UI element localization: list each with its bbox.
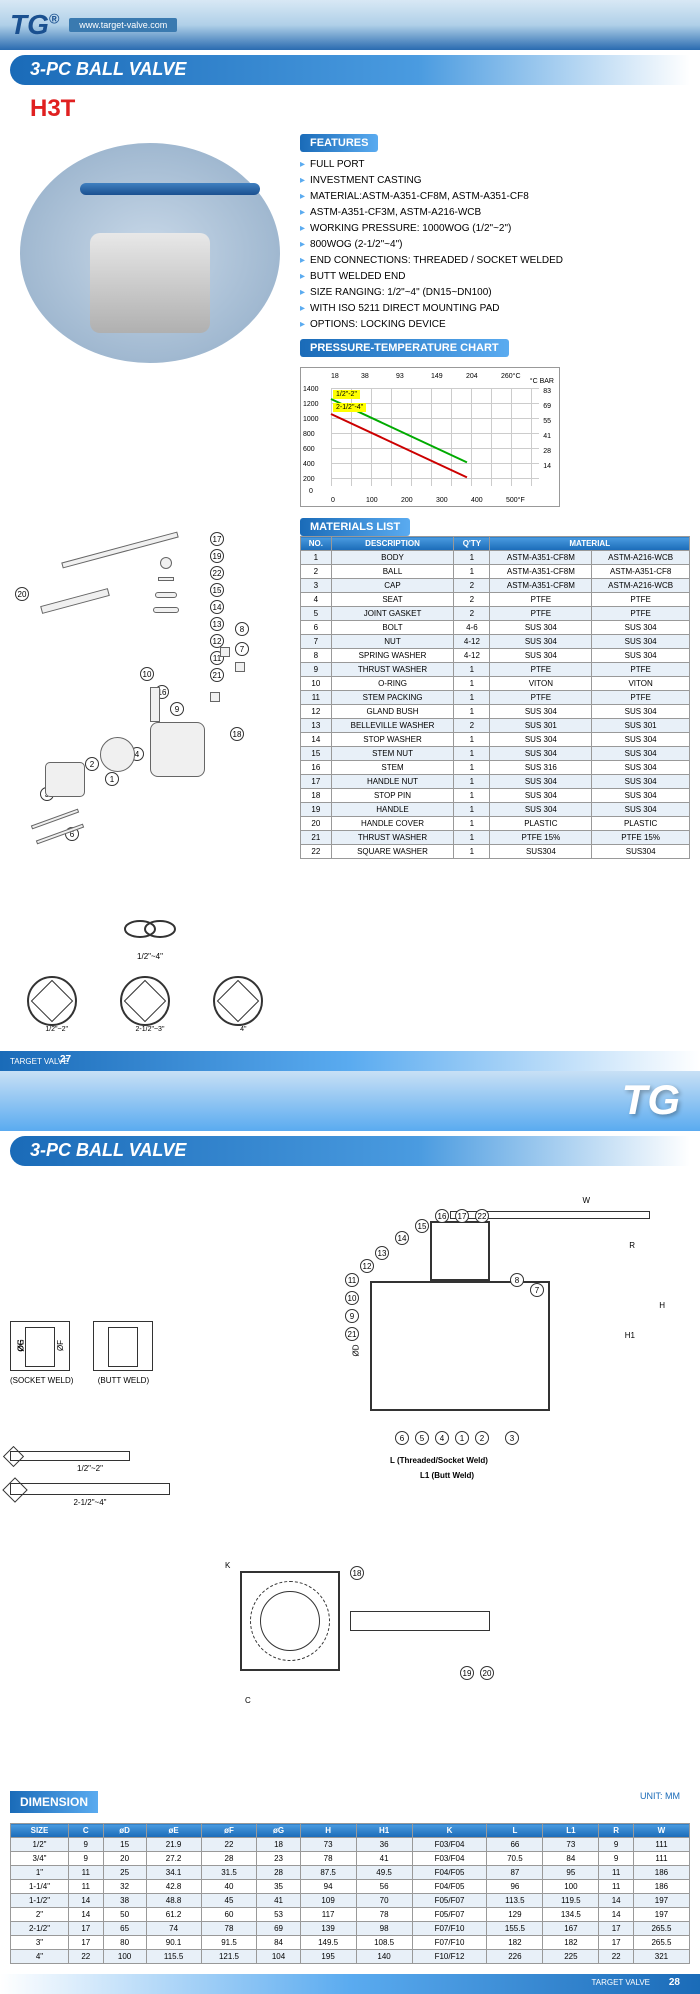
technical-drawings: 14 15 16 17 22 13 12 11 10 9 21 8 7 6 5 … <box>0 1171 700 1791</box>
product-image <box>20 143 280 363</box>
feature-item: SIZE RANGING: 1/2"~4" (DN15~DN100) <box>300 285 690 301</box>
dimension-table: SIZECøDøEøFøGHH1KLL1RW1/2"91521.92218733… <box>10 1823 690 1964</box>
table-row: 12GLAND BUSH1SUS 304SUS 304 <box>301 705 690 719</box>
table-row: 15STEM NUT1SUS 304SUS 304 <box>301 747 690 761</box>
feature-item: ASTM-A351-CF3M, ASTM-A216-WCB <box>300 205 690 221</box>
table-row: 5JOINT GASKET2PTFEPTFE <box>301 607 690 621</box>
feature-item: WORKING PRESSURE: 1000WOG (1/2"~2") <box>300 221 690 237</box>
feature-item: MATERIAL:ASTM-A351-CF8M, ASTM-A351-CF8 <box>300 189 690 205</box>
bottom-view: 18 19 20 K C <box>220 1551 500 1731</box>
socket-weld: (SOCKET WELD) ØE <box>10 1321 73 1385</box>
table-row: 2-1/2"176574786913998F07/F10155.51671726… <box>11 1922 690 1936</box>
feature-item: 800WOG (2-1/2"~4") <box>300 237 690 253</box>
dimension-header: DIMENSION <box>10 1791 98 1813</box>
unit-label: UNIT: MM <box>640 1791 680 1801</box>
table-row: 2BALL1ASTM-A351-CF8MASTM-A351-CF8 <box>301 565 690 579</box>
page-footer-2: TARGET VALVE 28 <box>0 1974 700 1994</box>
feature-item: WITH ISO 5211 DIRECT MOUNTING PAD <box>300 301 690 317</box>
table-row: 10O-RING1VITONVITON <box>301 677 690 691</box>
pt-chart-header: PRESSURE-TEMPERATURE CHART <box>300 339 509 357</box>
page-footer-1: TARGET VALVE 27 <box>0 1051 700 1071</box>
table-row: 1BODY1ASTM-A351-CF8MASTM-A216-WCB <box>301 551 690 565</box>
table-row: 9THRUST WASHER1PTFEPTFE <box>301 663 690 677</box>
table-row: 6BOLT4-6SUS 304SUS 304 <box>301 621 690 635</box>
page-1: TG® www.target-valve.com 3-PC BALL VALVE… <box>0 0 700 1071</box>
table-row: 18STOP PIN1SUS 304SUS 304 <box>301 789 690 803</box>
logo: TG® <box>10 9 59 41</box>
feature-item: END CONNECTIONS: THREADED / SOCKET WELDE… <box>300 253 690 269</box>
table-row: 7NUT4-12SUS 304SUS 304 <box>301 635 690 649</box>
table-row: 11STEM PACKING1PTFEPTFE <box>301 691 690 705</box>
exploded-view: 17 19 22 15 14 13 12 11 21 8 7 10 16 9 1… <box>10 527 290 907</box>
table-row: 3"178090.191.584149.5108.5F07/F101821821… <box>11 1936 690 1950</box>
table-row: 4"22100115.5121.5104195140F10/F122262252… <box>11 1950 690 1964</box>
butt-weld: (BUTT WELD) ØG ØF <box>93 1321 153 1385</box>
features-header: FEATURES <box>300 134 378 152</box>
model-number: H3T <box>30 95 670 123</box>
table-row: 19HANDLE1SUS 304SUS 304 <box>301 803 690 817</box>
table-row: 14STOP WASHER1SUS 304SUS 304 <box>301 733 690 747</box>
page-2: TG 3-PC BALL VALVE 14 15 16 17 22 13 12 … <box>0 1071 700 1994</box>
table-row: 1/2"91521.922187336F03/F0466739111 <box>11 1838 690 1852</box>
table-row: 2"145061.2605311778F05/F07129134.514197 <box>11 1908 690 1922</box>
website-url: www.target-valve.com <box>69 18 177 32</box>
title-bar: 3-PC BALL VALVE <box>10 55 690 85</box>
table-row: 16STEM1SUS 316SUS 304 <box>301 761 690 775</box>
table-row: 4SEAT2PTFEPTFE <box>301 593 690 607</box>
table-row: 20HANDLE COVER1PLASTICPLASTIC <box>301 817 690 831</box>
table-row: 17HANDLE NUT1SUS 304SUS 304 <box>301 775 690 789</box>
tg-banner: TG <box>0 1071 700 1131</box>
table-row: 21THRUST WASHER1PTFE 15%PTFE 15% <box>301 831 690 845</box>
feature-item: OPTIONS: LOCKING DEVICE <box>300 317 690 333</box>
features-list: FULL PORTINVESTMENT CASTINGMATERIAL:ASTM… <box>300 152 690 338</box>
table-row: 1-1/4"113242.840359456F04/F059610011186 <box>11 1880 690 1894</box>
table-row: 1-1/2"143848.8454110970F05/F07113.5119.5… <box>11 1894 690 1908</box>
feature-item: FULL PORT <box>300 157 690 173</box>
table-row: 13BELLEVILLE WASHER2SUS 301SUS 301 <box>301 719 690 733</box>
pt-chart: 1/2"-2" 2-1/2"-4" 1400 1200 1000 800 600… <box>300 367 560 507</box>
materials-table: NO.DESCRIPTIONQ'TYMATERIAL1BODY1ASTM-A35… <box>300 536 690 859</box>
header: TG® www.target-valve.com <box>0 0 700 50</box>
table-row: 8SPRING WASHER4-12SUS 304SUS 304 <box>301 649 690 663</box>
ring-diagram: 1/2"~4" <box>10 912 290 961</box>
handle-diagrams: 1/2"~2" 2-1/2"~4" <box>10 1451 170 1510</box>
flange-views: 1/2"~2" 2-1/2"~3" 4" <box>10 971 290 1041</box>
table-row: 3/4"92027.228237841F03/F0470.5849111 <box>11 1852 690 1866</box>
table-row: 3CAP2ASTM-A351-CF8MASTM-A216-WCB <box>301 579 690 593</box>
feature-item: INVESTMENT CASTING <box>300 173 690 189</box>
table-row: 22SQUARE WASHER1SUS304SUS304 <box>301 845 690 859</box>
title-bar-2: 3-PC BALL VALVE <box>10 1136 690 1166</box>
feature-item: BUTT WELDED END <box>300 269 690 285</box>
materials-header: MATERIALS LIST <box>300 518 410 536</box>
table-row: 1"112534.131.52887.549.5F04/F05879511186 <box>11 1866 690 1880</box>
